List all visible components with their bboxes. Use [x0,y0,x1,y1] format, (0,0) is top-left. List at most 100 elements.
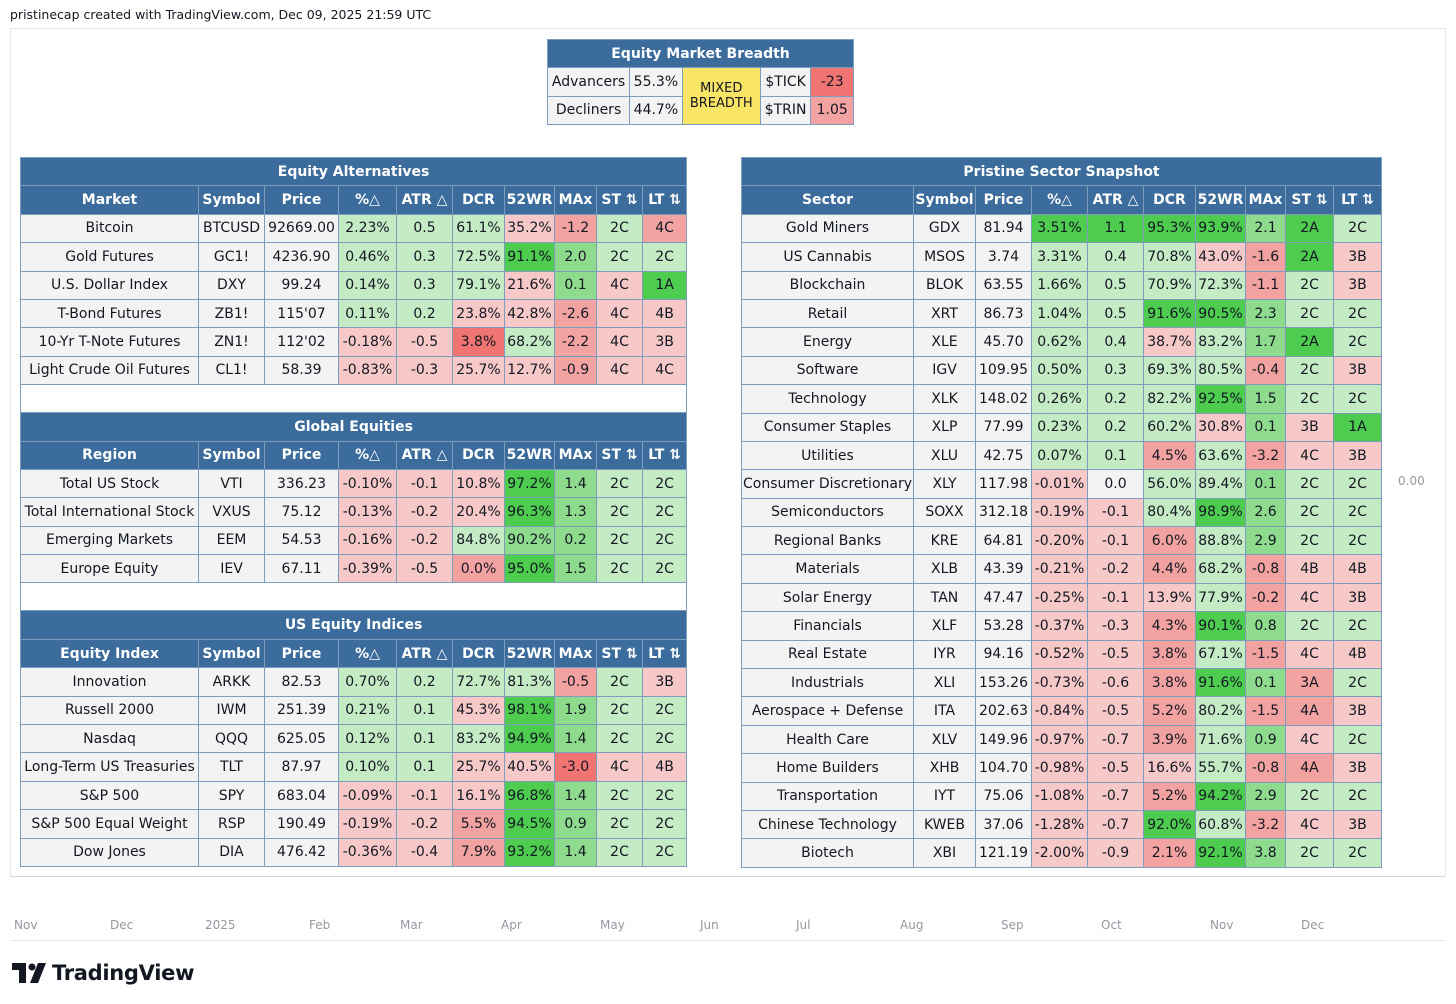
time-axis-label: Nov [14,918,38,932]
sector-st: 4C [1285,724,1334,755]
indices-st: 2C [596,780,643,811]
alternatives-symbol: GC1! [198,242,265,272]
time-axis-label: Jul [796,918,811,932]
sector-lt: 1A [1332,412,1383,442]
indices-max: 1.9 [554,695,597,726]
indices-col-header-price: Price [264,638,339,669]
sector-lt: 2C [1332,327,1383,357]
global-name: Total US Stock [20,468,199,499]
alternatives-name: Gold Futures [20,242,199,272]
global-col-header-lt: LT ⇅ [641,440,688,470]
sector-wr: 93.9% [1195,213,1246,244]
indices-price: 476.42 [264,837,339,867]
indices-atr: -0.4 [396,837,453,867]
indices-symbol: SPY [198,780,265,811]
sector-name: Semiconductors [741,497,914,528]
alternatives-col-header-st: ST ⇅ [596,185,643,215]
global-atr: -0.2 [396,525,453,556]
alternatives-name: Light Crude Oil Futures [20,355,199,386]
global-title: Global Equities [19,412,688,442]
alternatives-max: 2.0 [554,242,597,272]
alternatives-col-header-atr: ATR △ [396,185,453,215]
sector-symbol: XRT [913,298,976,329]
sector-col-header-st: ST ⇅ [1285,185,1334,215]
sector-col-header-symbol: Symbol [913,185,976,215]
sector-st: 2A [1285,327,1334,357]
indices-price: 251.39 [264,695,339,726]
time-axis-label: 2025 [205,918,236,932]
sector-row: Software IGV 109.95 0.50% 0.3 69.3% 80.5% -0.4 2… [741,355,1383,386]
sector-atr: 0.2 [1087,384,1144,414]
alternatives-max: -2.6 [554,298,597,329]
sector-dcr: 92.0% [1143,809,1196,840]
sector-symbol: XLP [913,412,976,442]
sector-atr: 0.5 [1087,270,1144,300]
trin-value: 1.05 [810,95,854,126]
tradingview-logo[interactable]: TradingView [12,961,194,985]
indices-title: US Equity Indices [19,610,688,640]
global-symbol: EEM [198,525,265,556]
sector-lt: 3B [1332,355,1383,386]
indices-dcr: 72.7% [452,667,505,697]
time-axis-bottom [10,940,1445,941]
indices-name: S&P 500 Equal Weight [20,809,199,839]
sector-max: -1.5 [1245,639,1286,670]
indices-name: Russell 2000 [20,695,199,726]
sector-symbol: SOXX [913,497,976,528]
global-col-header-dcr: DCR [452,440,505,470]
sector-price: 45.70 [975,327,1032,357]
decliners-value: 44.7% [629,95,683,126]
time-axis-label: Aug [900,918,924,932]
time-axis-label: Mar [400,918,423,932]
breadth-status-line1: MIXED [700,81,743,97]
sector-name: Industrials [741,668,914,698]
global-col-header-st: ST ⇅ [596,440,643,470]
sector-st: 2C [1285,384,1334,414]
sector-atr: -0.2 [1087,554,1144,584]
sector-atr: 0.2 [1087,412,1144,442]
sector-row: Blockchain BLOK 63.55 1.66% 0.5 70.9% 72.3% -1.… [741,270,1383,300]
global-col-header: Region [20,440,199,470]
sector-wr: 91.6% [1195,668,1246,698]
global-lt: 2C [641,525,688,556]
sector-symbol: XLK [913,384,976,414]
indices-dcr: 7.9% [452,837,505,867]
alternatives-price: 112'02 [264,327,339,357]
sector-pct: -0.20% [1031,526,1088,556]
alternatives-st: 2C [596,213,643,244]
global-row: Emerging Markets EEM 54.53 -0.16% -0.2 84.8% 9… [20,525,688,556]
section-spacer [19,582,688,612]
sector-st: 4B [1285,554,1334,584]
sector-dcr: 4.3% [1143,611,1196,641]
sector-lt: 3B [1332,809,1383,840]
indices-price: 683.04 [264,780,339,811]
sector-max: 0.9 [1245,724,1286,755]
sector-pct: -0.25% [1031,582,1088,613]
sector-wr: 94.2% [1195,781,1246,811]
sector-atr: -0.7 [1087,781,1144,811]
alternatives-price: 92669.00 [264,213,339,244]
alternatives-dcr: 3.8% [452,327,505,357]
sector-wr: 90.5% [1195,298,1246,329]
alternatives-pct: -0.83% [338,355,397,386]
global-atr: -0.2 [396,497,453,527]
chart-area[interactable] [10,28,1446,877]
global-st: 2C [596,525,643,556]
sector-symbol: XLF [913,611,976,641]
sector-st: 2C [1285,355,1334,386]
indices-wr: 93.2% [504,837,555,867]
alternatives-col-header-wr: 52WR [504,185,555,215]
sector-st: 2C [1285,469,1334,499]
sector-pct: -1.28% [1031,809,1088,840]
indices-atr: -0.1 [396,780,453,811]
sector-atr: 0.0 [1087,469,1144,499]
sector-dcr: 13.9% [1143,582,1196,613]
chart-header: pristinecap created with TradingView.com… [10,7,432,22]
alternatives-lt: 3B [641,327,688,357]
sector-price: 43.39 [975,554,1032,584]
alternatives-price: 99.24 [264,270,339,300]
alternatives-price: 115'07 [264,298,339,329]
sector-atr: -0.1 [1087,526,1144,556]
global-price: 67.11 [264,554,339,584]
sector-max: 2.6 [1245,497,1286,528]
